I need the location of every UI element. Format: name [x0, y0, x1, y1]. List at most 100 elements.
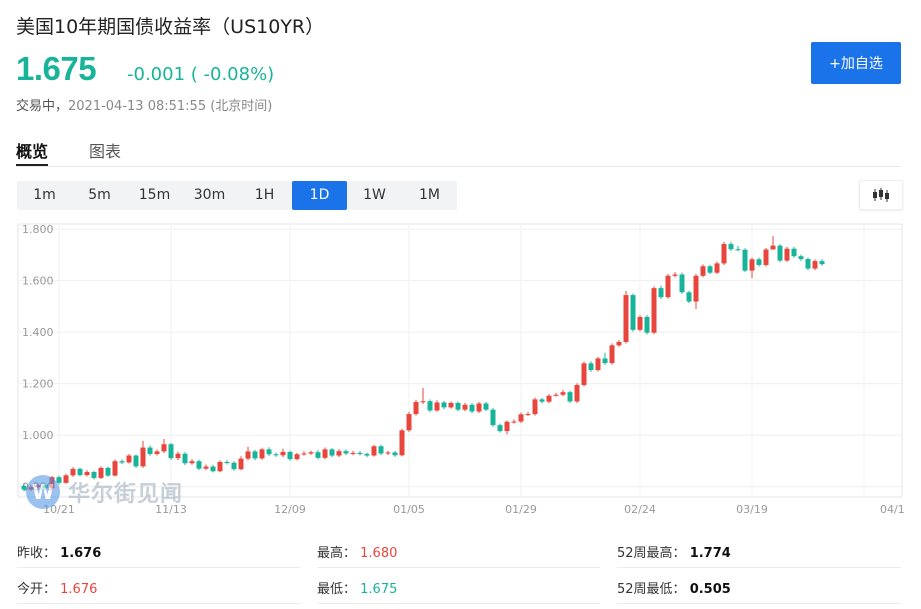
- tab-chart[interactable]: 图表: [89, 142, 122, 161]
- candle: [553, 392, 559, 397]
- candle-body: [518, 414, 524, 422]
- candle: [637, 315, 643, 332]
- candle: [182, 452, 188, 466]
- candle-body: [28, 487, 34, 490]
- candle-body: [168, 444, 174, 459]
- candle: [525, 412, 531, 416]
- candle: [441, 400, 447, 410]
- period-30m[interactable]: 30m: [193, 187, 226, 203]
- plot-frame: [17, 223, 903, 498]
- candle-body: [259, 449, 265, 459]
- candle: [630, 293, 636, 332]
- candle: [714, 261, 720, 274]
- candle: [483, 401, 489, 412]
- candle-body: [147, 447, 153, 454]
- stat-divider: [617, 603, 901, 604]
- candle: [196, 459, 202, 471]
- candle: [56, 475, 62, 485]
- candle: [756, 257, 762, 267]
- stat-divider: [17, 567, 300, 568]
- period-1d[interactable]: 1D: [292, 181, 347, 210]
- chart-type-button[interactable]: [859, 180, 903, 210]
- candle: [749, 257, 755, 279]
- stat-label: 最低：: [317, 582, 357, 597]
- candle-body: [623, 295, 629, 342]
- candle-body: [805, 259, 811, 269]
- candle: [581, 361, 587, 387]
- candle: [189, 459, 195, 465]
- candle: [259, 447, 265, 460]
- candle-body: [294, 454, 300, 460]
- candle: [70, 467, 76, 477]
- x-tick-label: 01/29: [505, 503, 537, 516]
- period-5m[interactable]: 5m: [88, 187, 111, 203]
- candle: [147, 445, 153, 456]
- candle-body: [413, 401, 419, 415]
- trading-status: 交易中，2021-04-13 08:51:55 (北京时间): [16, 95, 272, 114]
- stat-divider: [17, 603, 300, 604]
- candle-body: [154, 451, 160, 454]
- period-15m[interactable]: 15m: [138, 187, 171, 203]
- candle: [343, 449, 349, 456]
- candle: [175, 451, 181, 461]
- candle: [532, 397, 538, 416]
- candle: [238, 456, 244, 471]
- candle-body: [21, 485, 27, 490]
- stat-value: 1.676: [60, 546, 102, 561]
- candle: [420, 388, 426, 405]
- period-1w[interactable]: 1W: [363, 187, 386, 203]
- add-watchlist-button[interactable]: +加自选: [811, 42, 901, 84]
- candle-body: [245, 451, 251, 459]
- stat-divider: [317, 567, 600, 568]
- candle-body: [70, 468, 76, 476]
- candle: [126, 453, 132, 464]
- candle-body: [784, 248, 790, 261]
- candle: [266, 447, 272, 457]
- candle: [623, 290, 629, 344]
- candle-body: [133, 455, 139, 467]
- stat-divider: [317, 603, 600, 604]
- candle-body: [140, 447, 146, 467]
- candle: [504, 420, 510, 435]
- candle-body: [616, 341, 622, 346]
- period-1h[interactable]: 1H: [254, 187, 275, 203]
- candle-body: [651, 288, 657, 333]
- candle: [161, 439, 167, 453]
- candle-body: [777, 245, 783, 261]
- stat-label: 52周最低：: [617, 582, 686, 597]
- candle-body: [273, 454, 279, 456]
- candle-body: [630, 295, 636, 330]
- candle: [427, 399, 433, 413]
- candle: [560, 389, 566, 397]
- candle: [539, 397, 545, 404]
- candle-body: [693, 275, 699, 302]
- candle-body: [119, 461, 125, 463]
- period-1mo[interactable]: 1M: [419, 187, 440, 203]
- candle: [287, 450, 293, 461]
- candle-body: [812, 261, 818, 269]
- x-tick-label: 10/21: [43, 503, 75, 516]
- candle: [819, 259, 825, 266]
- candle: [224, 460, 230, 465]
- candle: [798, 254, 804, 261]
- candle-body: [455, 402, 461, 410]
- candle: [413, 399, 419, 416]
- candle: [364, 452, 370, 458]
- candle: [616, 340, 622, 347]
- candle: [315, 450, 321, 460]
- candle-body: [504, 421, 510, 432]
- candle-body: [609, 345, 615, 364]
- candle-body: [644, 316, 650, 333]
- candle: [322, 447, 328, 460]
- candle-body: [392, 452, 398, 456]
- candle-body: [763, 249, 769, 265]
- candle: [273, 452, 279, 457]
- tab-overview[interactable]: 概览: [16, 142, 49, 161]
- candle: [154, 449, 160, 456]
- period-1m[interactable]: 1m: [33, 187, 56, 203]
- stat-value: 1.774: [689, 546, 731, 561]
- candle: [707, 264, 713, 275]
- candle: [651, 286, 657, 335]
- candle-body: [182, 453, 188, 464]
